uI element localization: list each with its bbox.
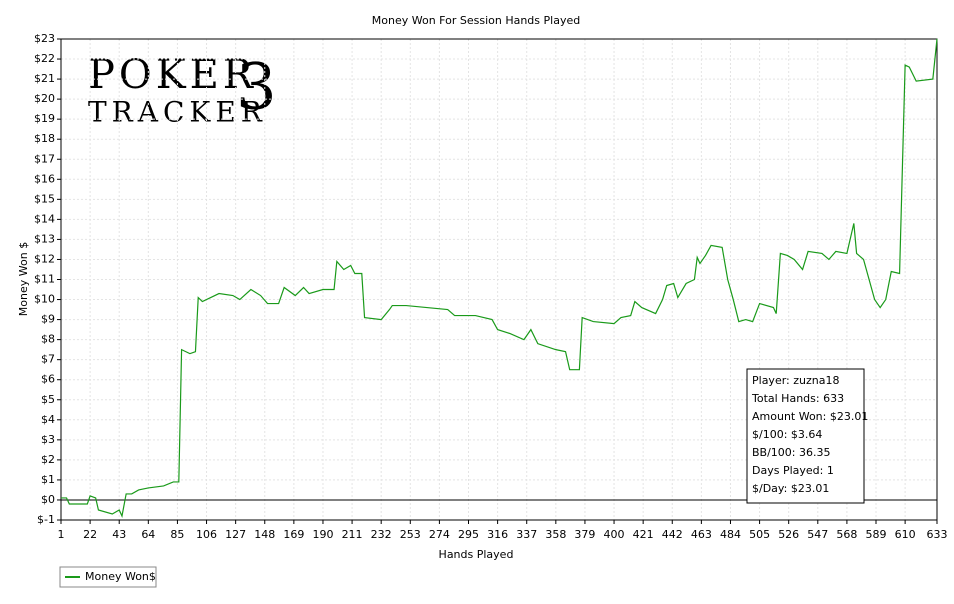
stats-text: Days Played: 1 xyxy=(752,464,834,477)
y-tick-label: $16 xyxy=(34,172,55,185)
y-tick-label: $8 xyxy=(41,333,55,346)
y-tick-label: $3 xyxy=(41,433,55,446)
x-tick-label: 169 xyxy=(283,528,304,541)
x-tick-label: 442 xyxy=(662,528,683,541)
x-tick-label: 22 xyxy=(83,528,97,541)
y-tick-label: $2 xyxy=(41,453,55,466)
x-tick-label: 568 xyxy=(836,528,857,541)
watermark: POKER xyxy=(88,52,257,98)
x-tick-label: 358 xyxy=(545,528,566,541)
y-axis-label: Money Won $ xyxy=(17,242,30,316)
y-tick-label: $13 xyxy=(34,232,55,245)
x-tick-label: 379 xyxy=(574,528,595,541)
y-tick-label: $-1 xyxy=(37,513,55,526)
y-tick-label: $17 xyxy=(34,152,55,165)
x-tick-label: 148 xyxy=(254,528,275,541)
stats-text: $/100: $3.64 xyxy=(752,428,822,441)
stats-text: Player: zuzna18 xyxy=(752,374,839,387)
x-tick-label: 1 xyxy=(58,528,65,541)
x-tick-label: 295 xyxy=(458,528,479,541)
plot-frame xyxy=(60,38,938,521)
legend-box xyxy=(59,566,157,588)
x-tick-label: 633 xyxy=(927,528,948,541)
x-tick-label: 337 xyxy=(516,528,537,541)
x-tick-label: 64 xyxy=(141,528,155,541)
watermark: 3 xyxy=(236,51,277,125)
y-tick-label: $22 xyxy=(34,52,55,65)
x-tick-label: 421 xyxy=(633,528,654,541)
chart-title: Money Won For Session Hands Played xyxy=(372,14,580,27)
x-tick-label: 253 xyxy=(400,528,421,541)
watermark: TRACKER xyxy=(88,96,267,129)
x-tick-label: 274 xyxy=(429,528,450,541)
x-tick-label: 127 xyxy=(225,528,246,541)
y-tick-label: $21 xyxy=(34,72,55,85)
x-tick-label: 211 xyxy=(342,528,363,541)
y-tick-label: $11 xyxy=(34,273,55,286)
y-tick-label: $1 xyxy=(41,473,55,486)
y-tick-label: $0 xyxy=(41,493,55,506)
x-tick-label: 547 xyxy=(807,528,828,541)
legend-label: Money Won$ xyxy=(85,570,156,583)
y-tick-label: $9 xyxy=(41,313,55,326)
y-tick-label: $14 xyxy=(34,212,55,225)
y-tick-label: $20 xyxy=(34,92,55,105)
y-tick-label: $5 xyxy=(41,393,55,406)
x-tick-label: 463 xyxy=(691,528,712,541)
x-tick-label: 484 xyxy=(720,528,741,541)
x-tick-label: 232 xyxy=(371,528,392,541)
x-tick-label: 43 xyxy=(112,528,126,541)
x-tick-label: 610 xyxy=(895,528,916,541)
stats-text: BB/100: 36.35 xyxy=(752,446,831,459)
y-tick-label: $23 xyxy=(34,32,55,45)
y-tick-label: $7 xyxy=(41,353,55,366)
y-tick-label: $10 xyxy=(34,293,55,306)
y-tick-label: $6 xyxy=(41,373,55,386)
y-tick-label: $19 xyxy=(34,112,55,125)
y-tick-label: $18 xyxy=(34,132,55,145)
stats-text: Total Hands: 633 xyxy=(751,392,844,405)
stats-box xyxy=(746,368,865,504)
x-axis-label: Hands Played xyxy=(439,548,514,561)
x-tick-label: 316 xyxy=(487,528,508,541)
y-tick-label: $15 xyxy=(34,192,55,205)
stats-text: Amount Won: $23.01 xyxy=(752,410,868,423)
data-line xyxy=(61,38,938,518)
x-tick-label: 106 xyxy=(196,528,217,541)
y-tick-label: $12 xyxy=(34,252,55,265)
x-tick-label: 505 xyxy=(749,528,770,541)
x-tick-label: 526 xyxy=(778,528,799,541)
stats-text: $/Day: $23.01 xyxy=(752,482,829,495)
y-tick-label: $4 xyxy=(41,413,55,426)
x-tick-label: 589 xyxy=(866,528,887,541)
x-tick-label: 190 xyxy=(312,528,333,541)
x-tick-label: 400 xyxy=(604,528,625,541)
x-tick-label: 85 xyxy=(170,528,184,541)
